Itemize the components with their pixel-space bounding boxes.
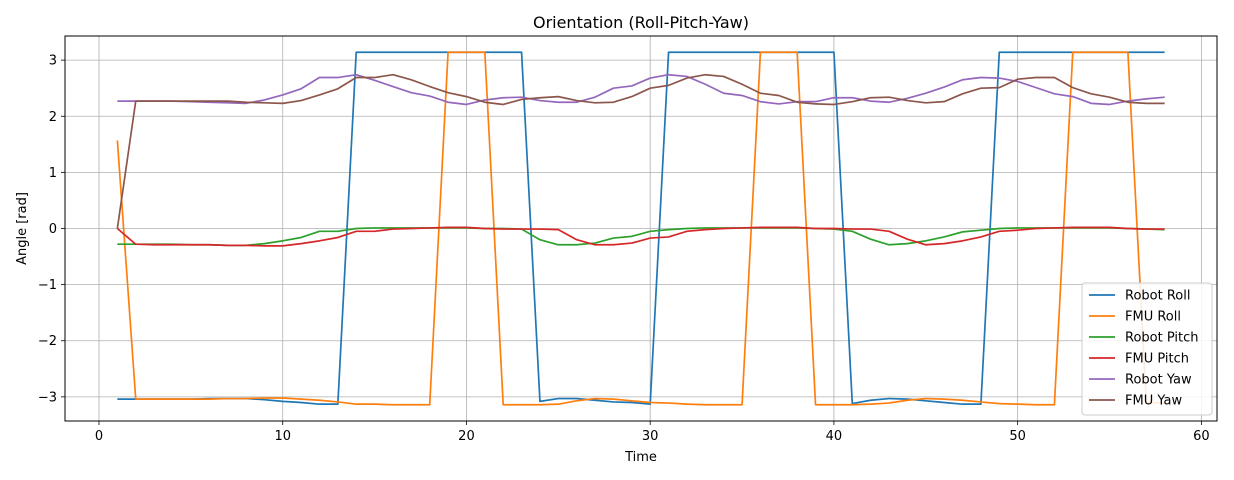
- x-tick-label: 20: [458, 429, 475, 444]
- series-line-robot-roll: [117, 51, 1165, 406]
- grid-lines: [65, 36, 1217, 421]
- legend-label: FMU Roll: [1125, 310, 1181, 325]
- series-line-robot-pitch: [117, 227, 1165, 247]
- y-tick-label: −3: [38, 390, 57, 405]
- y-tick-label: 2: [49, 110, 57, 125]
- series-line-fmu-roll: [116, 51, 1165, 406]
- x-tick-label: 60: [1193, 429, 1210, 444]
- x-tick-label: 40: [826, 429, 843, 444]
- legend: Robot Roll FMU Roll Robot Pitch FMU Pitch Ro…: [1081, 282, 1213, 416]
- legend-label: Robot Roll: [1125, 289, 1190, 304]
- legend-label: FMU Yaw: [1125, 394, 1182, 409]
- legend-label: Robot Pitch: [1125, 331, 1199, 346]
- x-tick-label: 50: [1009, 429, 1026, 444]
- series-line-robot-yaw: [117, 73, 1165, 106]
- legend-label: FMU Pitch: [1125, 352, 1189, 367]
- legend-label: Robot Yaw: [1125, 373, 1192, 388]
- y-tick-label: −1: [38, 278, 57, 293]
- series-line-fmu-yaw: [116, 73, 1165, 229]
- series-line-fmu-pitch: [116, 226, 1165, 247]
- x-axis-label: Time: [624, 450, 657, 465]
- y-tick-label: −2: [38, 334, 57, 349]
- x-tick-label: 0: [95, 429, 103, 444]
- y-tick-label: 1: [49, 166, 57, 181]
- y-tick-label: 3: [49, 54, 57, 69]
- chart-title: Orientation (Roll-Pitch-Yaw): [533, 13, 749, 32]
- x-tick-label: 10: [274, 429, 291, 444]
- y-axis-label: Angle [rad]: [15, 192, 30, 265]
- plot-series: [116, 51, 1165, 406]
- y-tick-label: 0: [49, 222, 57, 237]
- x-tick-label: 30: [642, 429, 659, 444]
